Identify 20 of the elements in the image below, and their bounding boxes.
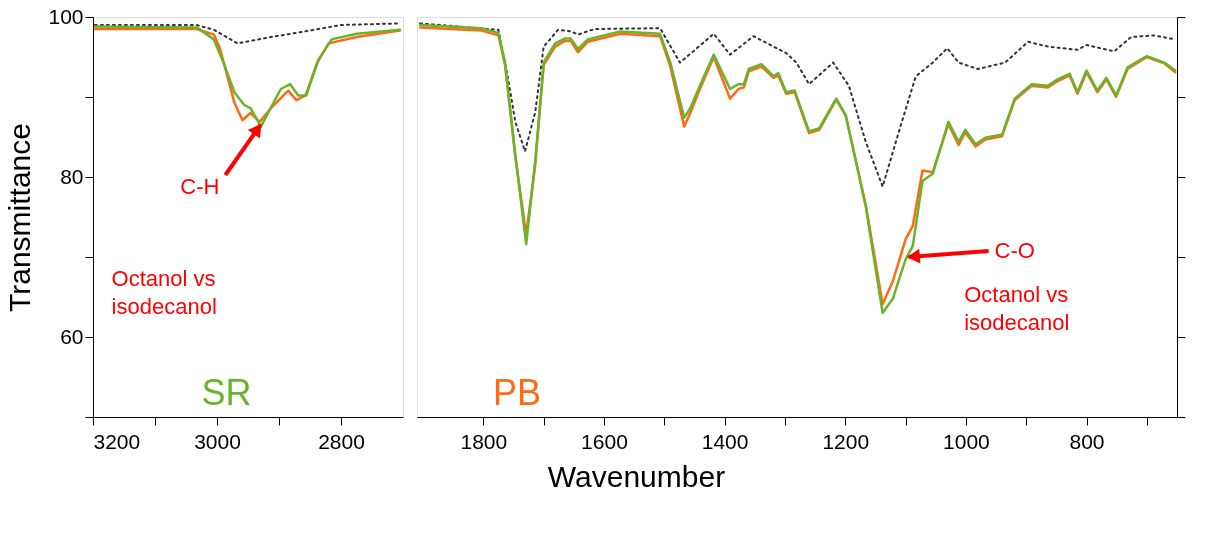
annotation: Octanol vs isodecanol — [964, 282, 1070, 335]
x-tick-label: 1200 — [822, 429, 870, 453]
x-axis-title: Wavenumber — [547, 459, 726, 493]
text: SR — [201, 372, 252, 413]
text: PB — [493, 372, 542, 413]
annotation: Octanol vs isodecanol — [111, 266, 217, 319]
annotation: C-O — [994, 238, 1035, 263]
y-axis-title: Transmittance — [3, 123, 37, 312]
x-tick-label: 3000 — [194, 429, 241, 453]
y-tick-label: 100 — [48, 4, 84, 28]
x-tick-label: 2800 — [318, 429, 365, 453]
x-tick-label: 1000 — [943, 429, 990, 453]
x-tick-label: 1600 — [581, 429, 628, 453]
x-tick-label: 1400 — [701, 429, 749, 453]
x-tick-label: 1800 — [460, 429, 508, 453]
y-tick-label: 80 — [60, 164, 84, 188]
x-tick-label: 800 — [1069, 429, 1105, 453]
annotation: C-H — [180, 174, 220, 199]
y-tick-label: 60 — [60, 324, 84, 348]
x-tick-label: 3200 — [93, 429, 141, 453]
